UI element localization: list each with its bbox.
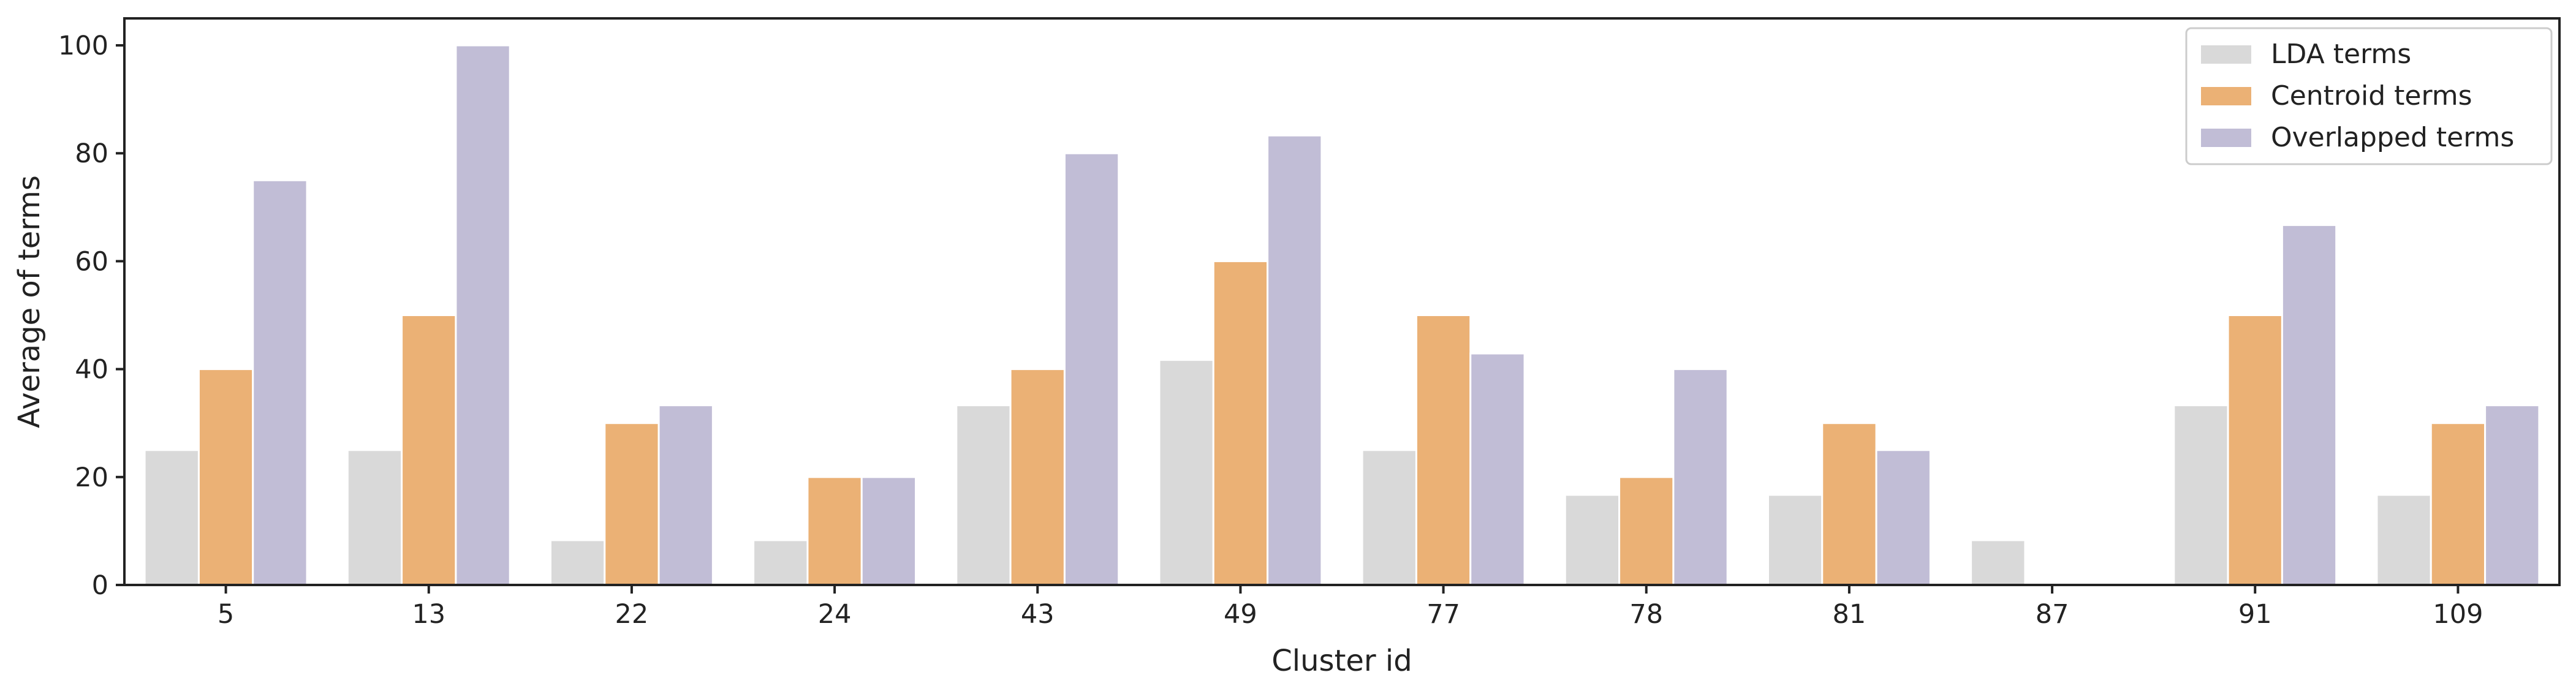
bar-overlapped-terms-5 [252, 179, 308, 586]
x-tick-label: 78 [1629, 599, 1663, 630]
bar-overlapped-terms-24 [860, 476, 917, 586]
bar-lda-terms-81 [1767, 494, 1824, 586]
x-tick-label: 24 [818, 599, 852, 630]
legend-swatch [2201, 87, 2251, 105]
x-tick-label: 87 [2036, 599, 2069, 630]
legend-label: LDA terms [2271, 39, 2411, 70]
bar-lda-terms-13 [346, 449, 403, 586]
x-tick-label: 13 [412, 599, 445, 630]
bar-centroid-terms-49 [1212, 260, 1269, 586]
bar-overlapped-terms-49 [1267, 134, 1323, 586]
bar-centroid-terms-77 [1415, 314, 1472, 586]
y-tick-label: 0 [92, 570, 108, 601]
bar-centroid-terms-81 [1821, 422, 1877, 586]
bar-overlapped-terms-109 [2484, 404, 2540, 586]
x-axis: 5 13 22 24 43 49 77 78 81 87 91 109 [218, 585, 2483, 630]
bar-lda-terms-22 [549, 539, 606, 586]
y-tick-label: 60 [75, 246, 108, 277]
bar-lda-terms-87 [1970, 539, 2026, 586]
bar-overlapped-terms-77 [1469, 352, 1526, 586]
bar-overlapped-terms-22 [657, 404, 714, 586]
bar-lda-terms-49 [1158, 359, 1214, 586]
legend-label: Centroid terms [2271, 80, 2472, 111]
bar-centroid-terms-5 [197, 368, 254, 586]
x-tick-label: 77 [1426, 599, 1460, 630]
y-tick-label: 100 [58, 31, 108, 61]
y-tick-label: 80 [75, 138, 108, 169]
x-tick-label: 49 [1224, 599, 1257, 630]
bar-centroid-terms-91 [2227, 314, 2283, 586]
legend: LDA terms Centroid terms Overlapped terms [2185, 27, 2553, 165]
x-tick-label: 5 [218, 599, 234, 630]
x-tick-label: 81 [1833, 599, 1866, 630]
bar-centroid-terms-78 [1618, 476, 1675, 586]
bar-centroid-terms-109 [2430, 422, 2487, 586]
x-tick-label: 91 [2238, 599, 2272, 630]
y-axis: 0 20 40 60 80 100 [58, 31, 124, 601]
bar-centroid-terms-24 [806, 476, 863, 586]
bar-centroid-terms-43 [1009, 368, 1066, 586]
bar-lda-terms-5 [143, 449, 200, 586]
bar-centroid-terms-22 [604, 422, 660, 586]
y-axis-label: Average of terms [12, 175, 47, 428]
bar-lda-terms-78 [1564, 494, 1621, 586]
bar-lda-terms-77 [1361, 449, 1417, 586]
bar-lda-terms-24 [752, 539, 809, 586]
bar-overlapped-terms-91 [2281, 224, 2338, 586]
x-tick-label: 22 [615, 599, 649, 630]
x-tick-label: 109 [2433, 599, 2483, 630]
y-tick-label: 20 [75, 462, 108, 493]
legend-swatch [2201, 45, 2251, 64]
x-tick-label: 43 [1021, 599, 1055, 630]
bar-lda-terms-91 [2173, 404, 2229, 586]
plot-frame [123, 17, 2561, 586]
bar-overlapped-terms-13 [455, 44, 511, 586]
bars-group [143, 44, 2540, 586]
legend-swatch [2201, 129, 2251, 147]
y-tick-label: 40 [75, 355, 108, 385]
bar-lda-terms-109 [2376, 494, 2432, 586]
bar-overlapped-terms-43 [1063, 152, 1120, 586]
bar-overlapped-terms-78 [1672, 368, 1729, 586]
bar-lda-terms-43 [955, 404, 1012, 586]
legend-label: Overlapped terms [2271, 122, 2514, 153]
bar-centroid-terms-13 [401, 314, 457, 586]
bar-overlapped-terms-81 [1875, 449, 1931, 586]
x-axis-label: Cluster id [1271, 644, 1412, 678]
legend-box [2185, 27, 2553, 165]
